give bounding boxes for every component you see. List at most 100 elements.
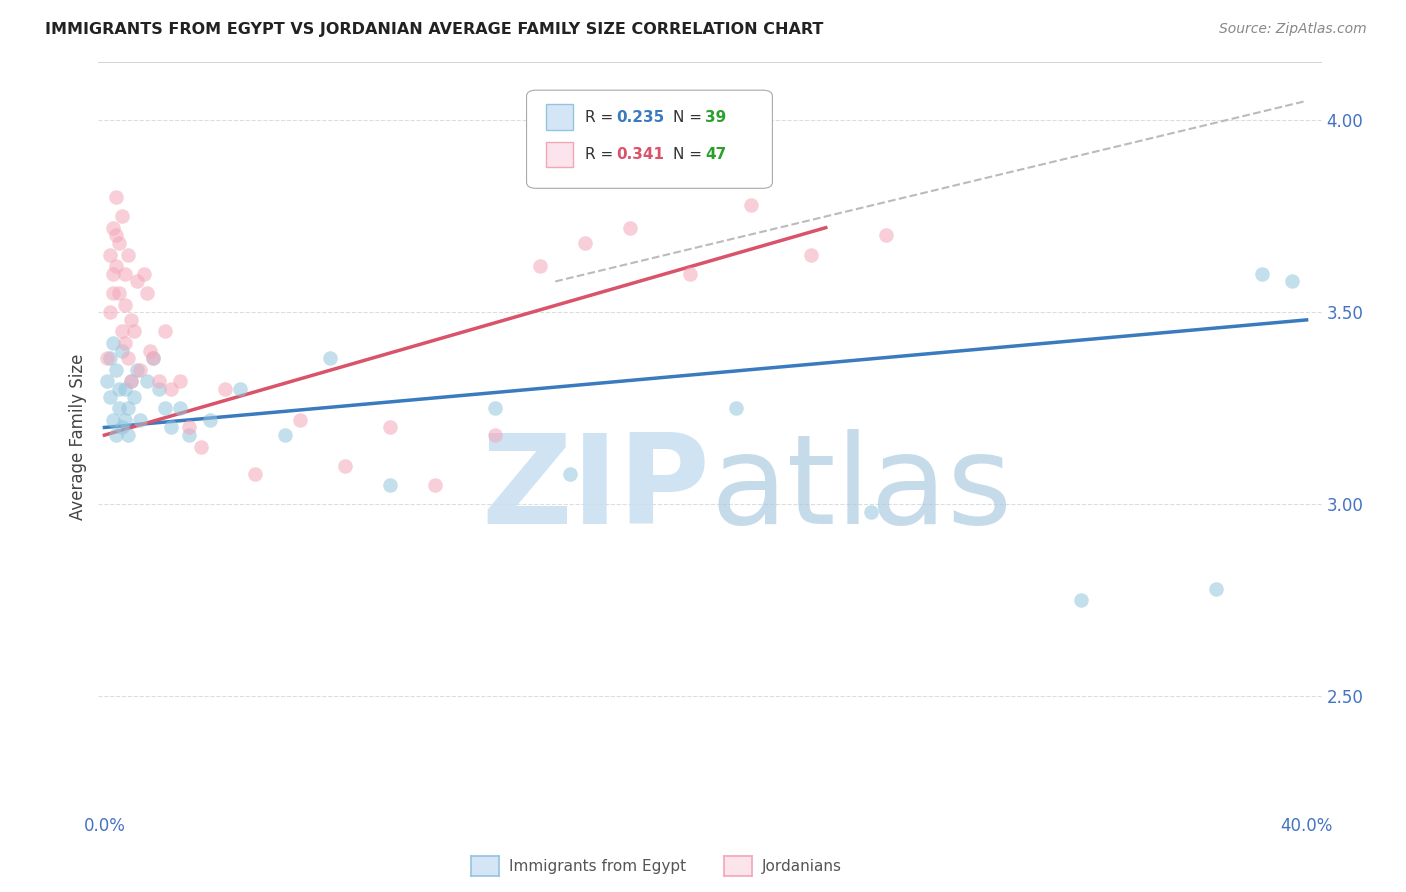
Point — [105, 228, 128, 243]
Point — [127, 275, 149, 289]
Point — [96, 375, 118, 389]
Point — [141, 351, 163, 366]
Point — [100, 390, 122, 404]
Point — [288, 413, 311, 427]
Point — [100, 351, 122, 366]
Point — [124, 390, 146, 404]
Point — [177, 420, 200, 434]
Point — [127, 363, 149, 377]
Text: R =: R = — [585, 147, 619, 162]
Text: Jordanians: Jordanians — [762, 859, 842, 873]
Point — [319, 351, 342, 366]
Point — [243, 467, 266, 481]
Text: IMMIGRANTS FROM EGYPT VS JORDANIAN AVERAGE FAMILY SIZE CORRELATION CHART: IMMIGRANTS FROM EGYPT VS JORDANIAN AVERA… — [45, 22, 824, 37]
Point — [114, 382, 136, 396]
Point — [1250, 267, 1272, 281]
Point — [124, 325, 146, 339]
Point — [114, 335, 136, 350]
Point — [560, 467, 582, 481]
Point — [117, 351, 139, 366]
Point — [169, 375, 191, 389]
Text: Immigrants from Egypt: Immigrants from Egypt — [509, 859, 686, 873]
Point — [800, 247, 823, 261]
Point — [214, 382, 236, 396]
Point — [108, 235, 131, 250]
Text: 0.235: 0.235 — [616, 110, 664, 125]
Point — [378, 478, 401, 492]
Text: R =: R = — [585, 110, 619, 125]
Point — [121, 375, 143, 389]
Point — [724, 401, 747, 416]
Point — [1281, 275, 1303, 289]
Point — [169, 401, 191, 416]
Point — [529, 259, 551, 273]
Point — [859, 505, 882, 519]
Point — [117, 247, 139, 261]
Point — [111, 420, 134, 434]
Point — [1205, 582, 1227, 596]
Point — [108, 285, 131, 300]
Point — [114, 297, 136, 311]
Point — [484, 428, 506, 442]
FancyBboxPatch shape — [526, 90, 772, 188]
Point — [574, 235, 596, 250]
Point — [740, 197, 762, 211]
Point — [129, 413, 152, 427]
Point — [103, 413, 125, 427]
Point — [103, 220, 125, 235]
Point — [121, 313, 143, 327]
Point — [111, 325, 134, 339]
Point — [105, 190, 128, 204]
Point — [135, 285, 157, 300]
Point — [100, 247, 122, 261]
Point — [619, 220, 641, 235]
Point — [111, 343, 134, 358]
Text: ZIP: ZIP — [481, 429, 710, 550]
Y-axis label: Average Family Size: Average Family Size — [69, 354, 87, 520]
Point — [105, 259, 128, 273]
Point — [423, 478, 446, 492]
Point — [132, 267, 155, 281]
Bar — [546, 142, 574, 168]
Point — [274, 428, 297, 442]
Point — [135, 375, 157, 389]
Text: 47: 47 — [706, 147, 727, 162]
Point — [875, 228, 897, 243]
Point — [177, 428, 200, 442]
Point — [198, 413, 221, 427]
Point — [117, 428, 139, 442]
Point — [159, 382, 181, 396]
Point — [111, 209, 134, 223]
Text: 39: 39 — [706, 110, 727, 125]
Point — [141, 351, 163, 366]
Point — [228, 382, 250, 396]
Point — [153, 401, 176, 416]
Bar — [546, 104, 574, 130]
Point — [108, 382, 131, 396]
Point — [138, 343, 160, 358]
Point — [100, 305, 122, 319]
Point — [105, 363, 128, 377]
Point — [378, 420, 401, 434]
Point — [114, 413, 136, 427]
Point — [121, 375, 143, 389]
Point — [190, 440, 212, 454]
Point — [333, 458, 356, 473]
Point — [114, 267, 136, 281]
Point — [148, 382, 170, 396]
Point — [103, 267, 125, 281]
Point — [103, 335, 125, 350]
Point — [108, 401, 131, 416]
Point — [148, 375, 170, 389]
Point — [159, 420, 181, 434]
Point — [484, 401, 506, 416]
Point — [105, 428, 128, 442]
Text: N =: N = — [673, 147, 707, 162]
Text: N =: N = — [673, 110, 707, 125]
Point — [96, 351, 118, 366]
Text: Source: ZipAtlas.com: Source: ZipAtlas.com — [1219, 22, 1367, 37]
Text: atlas: atlas — [710, 429, 1012, 550]
Point — [117, 401, 139, 416]
Point — [103, 285, 125, 300]
Point — [679, 267, 702, 281]
